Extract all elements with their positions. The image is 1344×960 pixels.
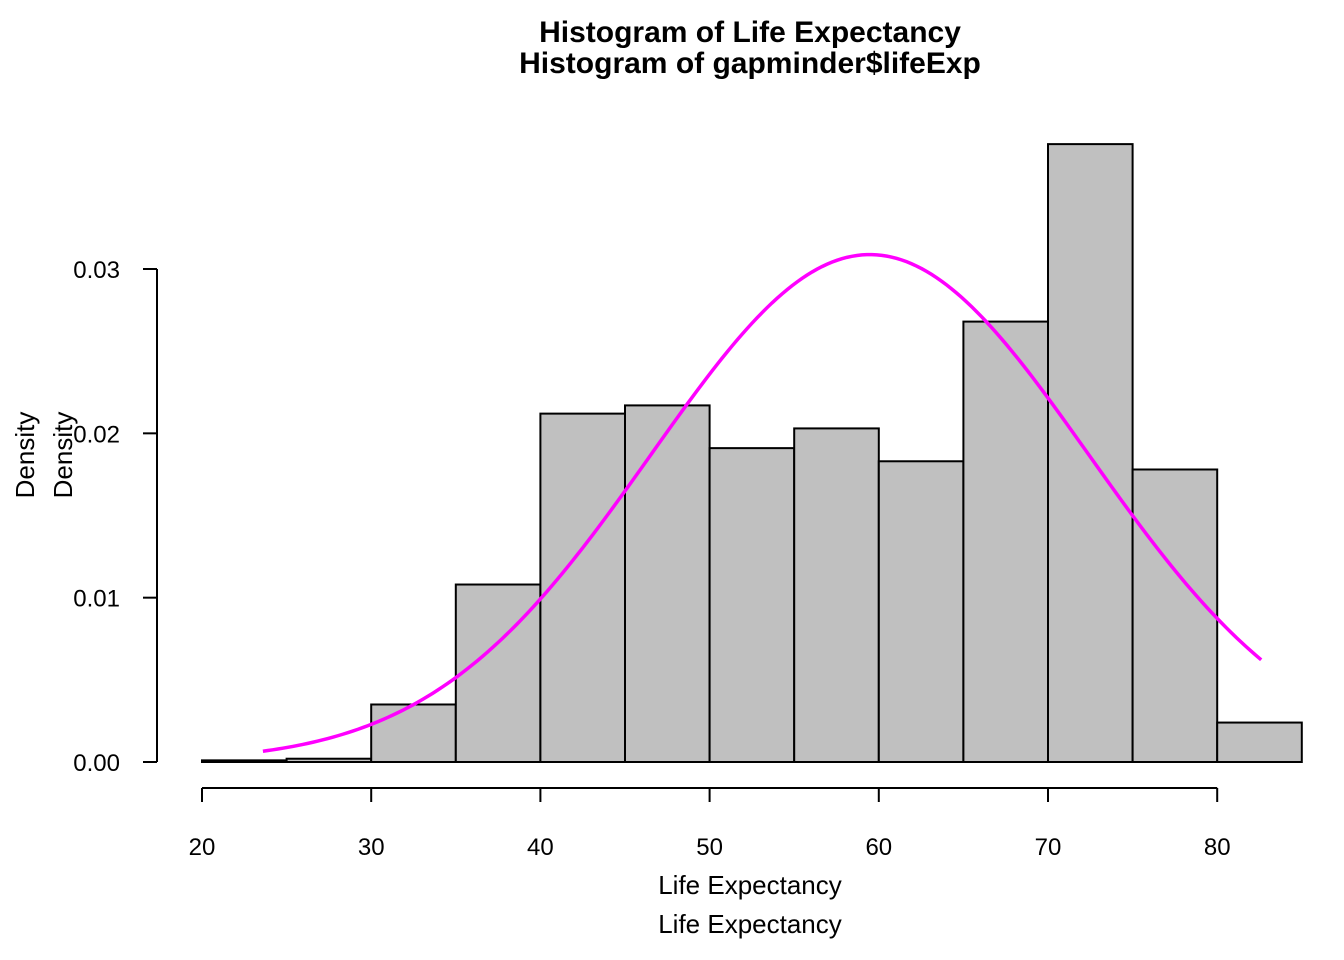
histogram-bar-45-50 bbox=[624, 404, 711, 763]
histogram-bar-80-85 bbox=[1216, 721, 1303, 763]
x-axis-label-secondary: Life Expectancy bbox=[658, 909, 842, 939]
histogram-bar-30-35 bbox=[370, 703, 457, 763]
histogram-bar-75-80 bbox=[1131, 468, 1219, 763]
histogram-bar-25-30 bbox=[285, 757, 373, 763]
y-tick-label-0.01: 0.01 bbox=[73, 586, 120, 613]
x-tick-label-30: 30 bbox=[358, 834, 385, 861]
histogram-bar-40-45 bbox=[539, 412, 627, 763]
x-tick-label-80: 80 bbox=[1204, 834, 1231, 861]
histogram-bar-55-60 bbox=[793, 427, 880, 763]
y-tick-label-0.03: 0.03 bbox=[73, 257, 120, 284]
y-axis-label: Density bbox=[10, 412, 40, 499]
x-axis-label: Life Expectancy bbox=[658, 870, 842, 900]
x-tick-label-40: 40 bbox=[527, 834, 554, 861]
y-tick-label-0.00: 0.00 bbox=[73, 750, 120, 777]
histogram-bar-50-55 bbox=[708, 447, 796, 763]
y-axis-label-secondary: Density bbox=[48, 412, 78, 499]
x-tick-label-50: 50 bbox=[696, 834, 723, 861]
histogram-bar-60-65 bbox=[877, 460, 965, 763]
histogram-bar-20-25 bbox=[201, 759, 288, 763]
histogram-bars bbox=[201, 143, 1303, 764]
chart-subtitle: Histogram of gapminder$lifeExp bbox=[519, 47, 981, 80]
histogram-bar-65-70 bbox=[962, 320, 1050, 763]
x-axis: 20 30 40 50 60 70 80 bbox=[189, 787, 1231, 861]
chart-title: Histogram of Life Expectancy bbox=[539, 16, 961, 49]
y-tick-label-0.02: 0.02 bbox=[73, 421, 120, 448]
x-tick-label-70: 70 bbox=[1035, 834, 1062, 861]
histogram-bar-70-75 bbox=[1047, 143, 1134, 763]
x-tick-label-20: 20 bbox=[189, 834, 216, 861]
x-tick-label-60: 60 bbox=[865, 834, 892, 861]
y-axis: 0.00 0.01 0.02 0.03 bbox=[73, 257, 158, 777]
normal-density-curve bbox=[262, 252, 1263, 753]
